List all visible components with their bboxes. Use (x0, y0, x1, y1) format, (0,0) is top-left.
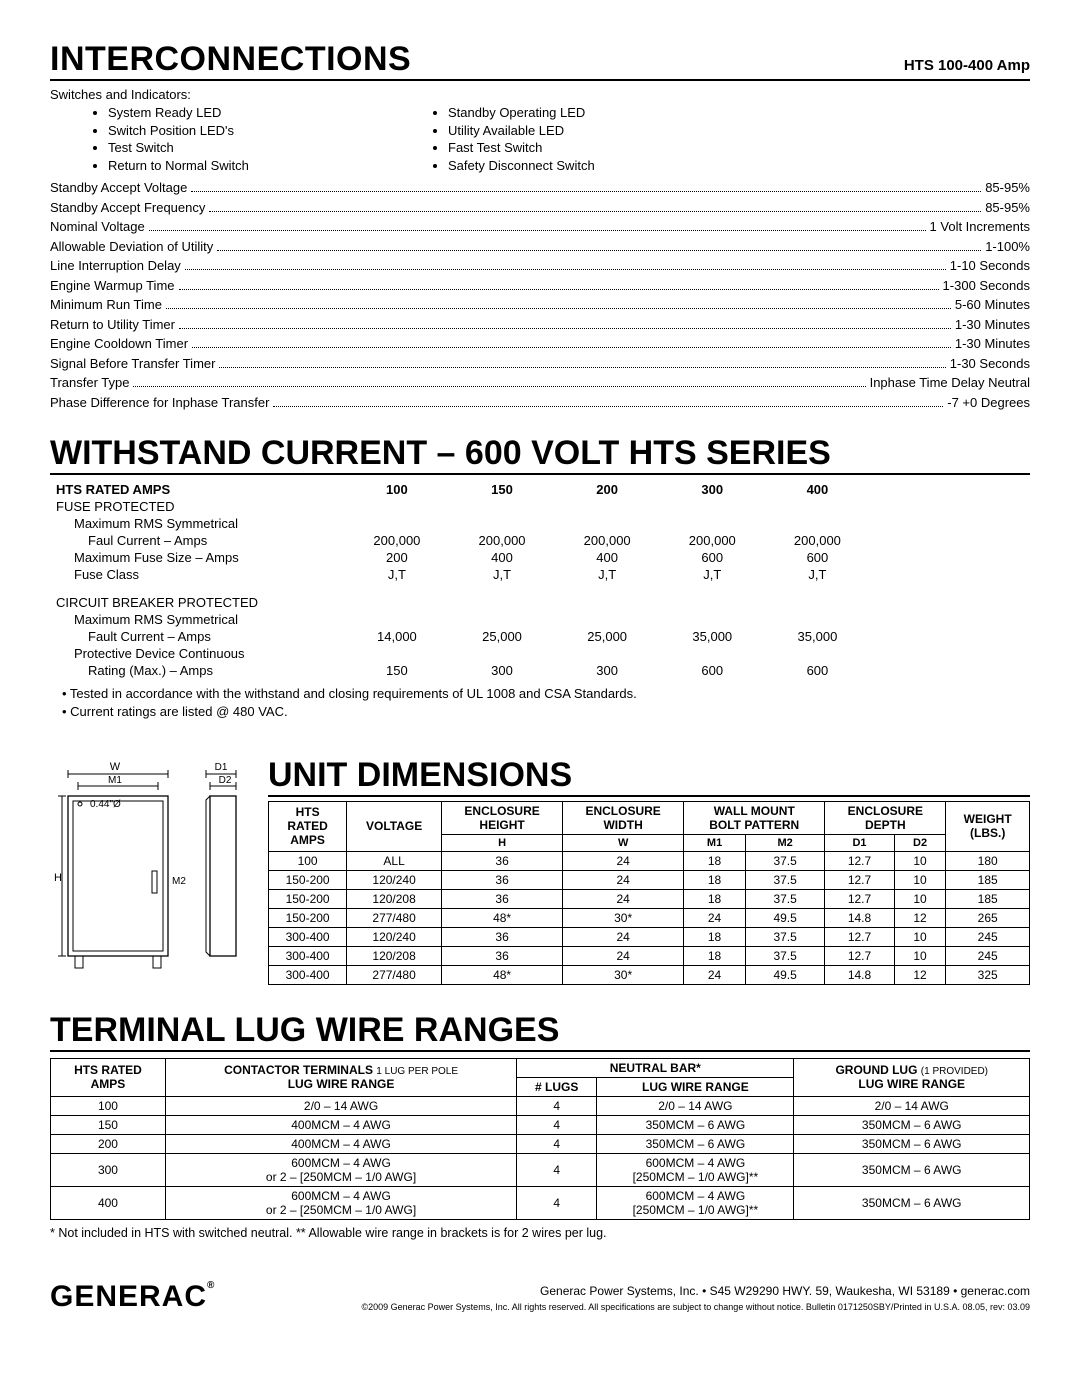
spec-row: Transfer Type Inphase Time Delay Neutral (50, 373, 1030, 393)
spec-value: 1-300 Seconds (943, 276, 1030, 296)
spec-value: 1 Volt Increments (930, 217, 1030, 237)
footer-address: Generac Power Systems, Inc. • S45 W29290… (245, 1284, 1030, 1300)
section-withstand-title: WITHSTAND CURRENT – 600 VOLT HTS SERIES (50, 434, 1030, 475)
indicator-item: Safety Disconnect Switch (448, 157, 730, 175)
spec-value: 1-10 Seconds (950, 256, 1030, 276)
spec-value: 1-100% (985, 237, 1030, 257)
indicator-item: Standby Operating LED (448, 104, 730, 122)
lug-table: HTS RATEDAMPSCONTACTOR TERMINALS 1 LUG P… (50, 1058, 1030, 1220)
spec-label: Nominal Voltage (50, 217, 145, 237)
enclosure-diagram: W M1 0.44"Ø H M2 D1 D2 (50, 756, 250, 989)
spec-row: Engine Warmup Time 1-300 Seconds (50, 276, 1030, 296)
spec-row: Standby Accept Frequency 85-95% (50, 198, 1030, 218)
indicator-item: Switch Position LED's (108, 122, 390, 140)
dimensions-table: HTSRATEDAMPSVOLTAGEENCLOSUREHEIGHTENCLOS… (268, 801, 1030, 985)
indicator-list-right: Standby Operating LEDUtility Available L… (390, 104, 730, 174)
indicator-item: Fast Test Switch (448, 139, 730, 157)
spec-value: -7 +0 Degrees (947, 393, 1030, 413)
svg-text:W: W (110, 761, 121, 773)
indicator-columns: System Ready LEDSwitch Position LED'sTes… (50, 104, 1030, 174)
svg-text:M1: M1 (108, 775, 122, 786)
spec-dotted-list: Standby Accept Voltage85-95%Standby Acce… (50, 178, 1030, 412)
section-lugs-title: TERMINAL LUG WIRE RANGES (50, 1011, 1030, 1052)
brand-logo: GENERAC® (50, 1280, 215, 1314)
switches-indicators-label: Switches and Indicators: (50, 87, 1030, 102)
spec-label: Return to Utility Timer (50, 315, 175, 335)
spec-label: Engine Warmup Time (50, 276, 175, 296)
indicator-item: Test Switch (108, 139, 390, 157)
svg-text:D2: D2 (219, 775, 232, 786)
section-dimensions-title: UNIT DIMENSIONS (268, 756, 1030, 797)
spec-row: Engine Cooldown Timer 1-30 Minutes (50, 334, 1030, 354)
spec-row: Line Interruption Delay 1-10 Seconds (50, 256, 1030, 276)
spec-value: 85-95% (985, 178, 1030, 198)
spec-label: Engine Cooldown Timer (50, 334, 188, 354)
spec-row: Signal Before Transfer Timer 1-30 Seconds (50, 354, 1030, 374)
model-label: HTS 100-400 Amp (904, 57, 1030, 74)
svg-text:D1: D1 (215, 762, 228, 773)
spec-value: 5-60 Minutes (955, 295, 1030, 315)
withstand-notes: • Tested in accordance with the withstan… (62, 685, 1030, 721)
svg-text:0.44"Ø: 0.44"Ø (90, 799, 121, 810)
spec-label: Signal Before Transfer Timer (50, 354, 215, 374)
svg-text:H: H (54, 872, 62, 884)
spec-label: Allowable Deviation of Utility (50, 237, 213, 257)
section-interconnections-title: INTERCONNECTIONS (50, 40, 411, 79)
spec-value: 1-30 Seconds (950, 354, 1030, 374)
indicator-item: Utility Available LED (448, 122, 730, 140)
page-footer: GENERAC® Generac Power Systems, Inc. • S… (50, 1280, 1030, 1314)
spec-label: Transfer Type (50, 373, 129, 393)
spec-label: Minimum Run Time (50, 295, 162, 315)
indicator-item: Return to Normal Switch (108, 157, 390, 175)
spec-label: Line Interruption Delay (50, 256, 181, 276)
indicator-item: System Ready LED (108, 104, 390, 122)
spec-label: Standby Accept Frequency (50, 198, 205, 218)
spec-row: Return to Utility Timer 1-30 Minutes (50, 315, 1030, 335)
spec-row: Nominal Voltage 1 Volt Increments (50, 217, 1030, 237)
svg-text:M2: M2 (172, 876, 186, 887)
spec-label: Phase Difference for Inphase Transfer (50, 393, 269, 413)
spec-value: Inphase Time Delay Neutral (870, 373, 1030, 393)
spec-label: Standby Accept Voltage (50, 178, 187, 198)
withstand-table: HTS RATED AMPS100150200300400FUSE PROTEC… (50, 481, 870, 679)
spec-row: Minimum Run Time 5-60 Minutes (50, 295, 1030, 315)
spec-row: Phase Difference for Inphase Transfer -7 … (50, 393, 1030, 413)
lug-footnote: * Not included in HTS with switched neut… (50, 1226, 1030, 1240)
spec-row: Allowable Deviation of Utility 1-100% (50, 237, 1030, 257)
spec-value: 85-95% (985, 198, 1030, 218)
spec-value: 1-30 Minutes (955, 334, 1030, 354)
indicator-list-left: System Ready LEDSwitch Position LED'sTes… (50, 104, 390, 174)
footer-legal: ©2009 Generac Power Systems, Inc. All ri… (245, 1302, 1030, 1314)
spec-row: Standby Accept Voltage 85-95% (50, 178, 1030, 198)
spec-value: 1-30 Minutes (955, 315, 1030, 335)
